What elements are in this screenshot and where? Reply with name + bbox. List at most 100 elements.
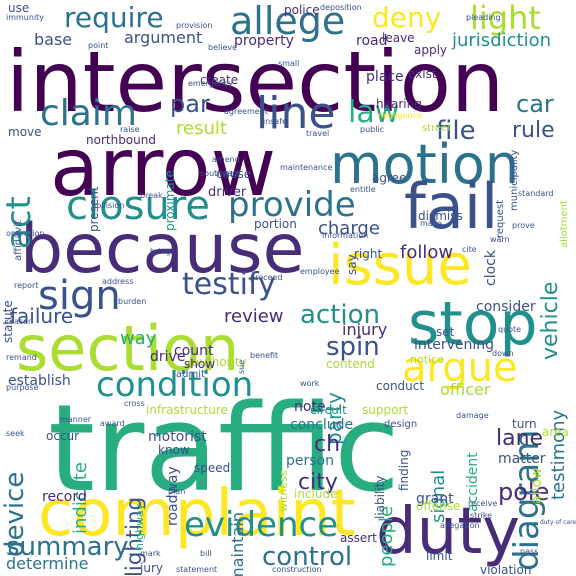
word: allotment bbox=[559, 200, 570, 248]
word: motion bbox=[330, 133, 520, 196]
word: southeast bbox=[200, 169, 240, 178]
word: warn bbox=[490, 235, 510, 244]
word: claim bbox=[40, 93, 137, 134]
word: law bbox=[348, 95, 400, 130]
word: unsafe bbox=[260, 117, 287, 126]
word: par bbox=[170, 90, 210, 118]
word: purpose bbox=[6, 383, 39, 392]
word: support bbox=[362, 403, 409, 417]
word: place bbox=[366, 69, 404, 85]
word: issue bbox=[328, 233, 472, 298]
word: clock bbox=[483, 250, 499, 286]
word: employee bbox=[300, 267, 340, 276]
word: duty bbox=[376, 495, 521, 569]
word: offense bbox=[416, 499, 461, 513]
word: liability bbox=[373, 475, 387, 519]
word: arrow bbox=[50, 121, 277, 214]
word: sign bbox=[38, 273, 121, 319]
word: allege bbox=[230, 0, 346, 43]
word: information bbox=[322, 231, 369, 240]
word: emergency bbox=[188, 79, 233, 88]
word: intervening bbox=[414, 337, 495, 353]
word: affidavit bbox=[13, 220, 24, 261]
word: circuit bbox=[310, 403, 347, 417]
word: benefit bbox=[250, 351, 279, 360]
word: report bbox=[14, 281, 39, 290]
word: conclude bbox=[290, 417, 354, 433]
word: complaint bbox=[38, 477, 356, 551]
word: bill bbox=[200, 549, 212, 558]
word: fail bbox=[404, 170, 499, 243]
word: count bbox=[174, 343, 214, 359]
word: deposition bbox=[320, 3, 362, 12]
word: break bbox=[140, 191, 163, 200]
word: officer bbox=[440, 380, 491, 399]
word: prove bbox=[512, 221, 535, 230]
word: finding bbox=[397, 449, 411, 491]
word: reason bbox=[6, 317, 34, 326]
word: construction bbox=[272, 565, 322, 574]
word: notice bbox=[410, 353, 444, 366]
word: because bbox=[20, 210, 305, 289]
word: driver bbox=[208, 185, 247, 200]
word: occur bbox=[46, 429, 80, 443]
word: agree bbox=[372, 171, 407, 185]
word: duty of care bbox=[540, 519, 576, 526]
word: down bbox=[492, 349, 514, 358]
word: follow bbox=[400, 242, 454, 263]
word: car bbox=[516, 90, 554, 118]
word: evidence bbox=[184, 505, 339, 545]
word: cross bbox=[124, 399, 145, 408]
word: control bbox=[262, 542, 353, 572]
word: closure bbox=[66, 183, 210, 229]
word: maintain bbox=[228, 512, 247, 576]
word: cause bbox=[216, 167, 252, 181]
word: set bbox=[436, 325, 455, 339]
word: section bbox=[16, 312, 240, 385]
word: right bbox=[354, 247, 383, 261]
word: northbound bbox=[86, 133, 156, 147]
word: include bbox=[294, 487, 338, 501]
word: request bbox=[495, 199, 506, 238]
word: amend bbox=[212, 155, 240, 164]
word: motorist bbox=[148, 429, 207, 445]
word: sue bbox=[237, 359, 246, 374]
word: require bbox=[64, 1, 164, 34]
word: portion bbox=[254, 217, 297, 231]
word: record bbox=[42, 489, 87, 505]
word: review bbox=[224, 306, 284, 327]
word: argument bbox=[124, 28, 203, 47]
word: proximate bbox=[163, 170, 177, 231]
word: street bbox=[422, 123, 452, 134]
word: provide bbox=[228, 185, 356, 225]
word: turn bbox=[512, 417, 537, 431]
word: failure bbox=[10, 304, 74, 328]
word: base bbox=[34, 30, 73, 49]
word: testimony bbox=[548, 409, 569, 500]
word: spin bbox=[326, 332, 380, 362]
word: statement bbox=[176, 565, 218, 574]
word: leave bbox=[382, 31, 415, 45]
word: exist bbox=[408, 67, 437, 81]
word: manner bbox=[60, 415, 92, 424]
word: deny bbox=[372, 1, 442, 34]
word: quote bbox=[498, 325, 522, 334]
word: seek bbox=[6, 429, 25, 438]
word: cite bbox=[462, 245, 477, 254]
word: charge bbox=[318, 218, 380, 239]
word: bring bbox=[150, 247, 171, 256]
word: assert bbox=[340, 531, 377, 545]
word: property bbox=[234, 33, 294, 49]
word: authority bbox=[192, 355, 247, 369]
word: public bbox=[360, 125, 385, 134]
word: hearing bbox=[376, 97, 422, 111]
word: city bbox=[298, 470, 338, 495]
word: plan bbox=[168, 487, 186, 496]
word: agreement bbox=[224, 107, 268, 116]
word: pass bbox=[520, 547, 539, 556]
word: lane bbox=[496, 426, 544, 451]
word: highway bbox=[133, 503, 146, 550]
word: show bbox=[184, 357, 216, 371]
word: rule bbox=[512, 118, 555, 143]
word: address bbox=[102, 277, 134, 286]
